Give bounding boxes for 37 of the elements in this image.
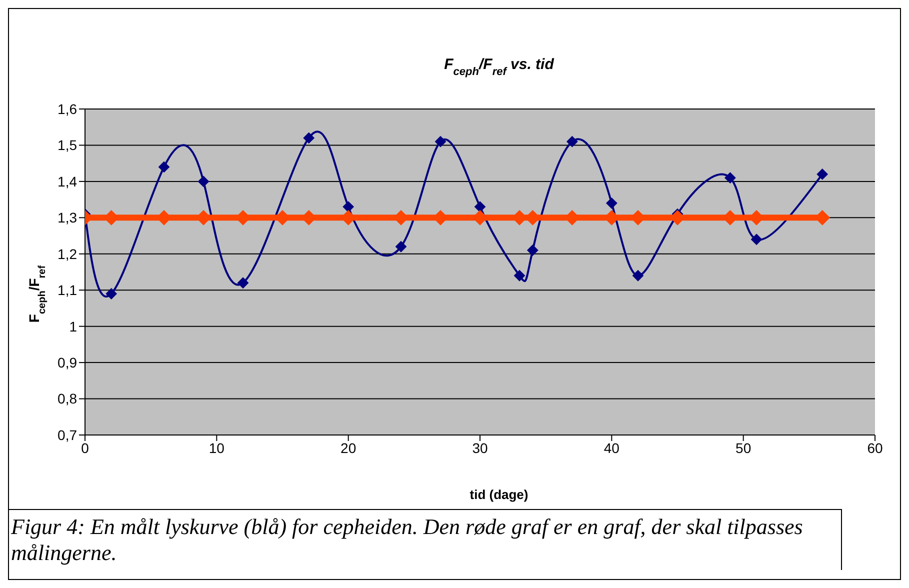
point — [396, 241, 406, 252]
x-tick-label: 30 — [472, 440, 488, 456]
point — [724, 172, 736, 184]
x-tick-label: 60 — [867, 440, 883, 456]
point — [566, 136, 578, 148]
y-tick-label: 1,2 — [58, 246, 78, 262]
y-tick-label: 1 — [69, 318, 78, 334]
point — [342, 201, 354, 212]
x-tick-label: 20 — [340, 440, 356, 456]
point — [435, 136, 446, 148]
point — [514, 270, 525, 282]
point — [303, 132, 314, 144]
y-tick-label: 0,9 — [58, 354, 78, 371]
x-tick-label: 10 — [208, 440, 225, 456]
x-tick-label: 40 — [604, 440, 620, 456]
point — [527, 244, 538, 256]
y-tick-label: 0,7 — [58, 426, 78, 443]
point — [816, 168, 828, 180]
y-tick-label: 1,6 — [58, 100, 78, 117]
y-tick-label: 0,8 — [58, 390, 78, 407]
point — [238, 277, 248, 288]
y-tick-label: 1,4 — [58, 173, 78, 190]
x-tick-label: 50 — [736, 440, 752, 456]
y-tick-label: 1,1 — [58, 282, 78, 298]
point — [158, 161, 170, 172]
y-tick-label: 1,3 — [58, 210, 78, 226]
text: Figur 4: En målt lyskurve (blå) for cepheiden. Den røde graf er en graf, der skal tilpasses målingerne. — [9, 509, 842, 570]
point — [632, 270, 644, 282]
chart-title: F$_{ceph}$/F$_{ref}$ vs. tid — [444, 56, 555, 78]
x-tick-label: 0 — [81, 440, 90, 456]
point — [751, 234, 762, 245]
point — [106, 288, 117, 300]
point — [474, 201, 486, 212]
x-axis-title: tid (dage) — [470, 487, 528, 502]
point — [198, 176, 209, 187]
point — [606, 198, 618, 209]
y-tick-label: 1,5 — [58, 137, 78, 154]
